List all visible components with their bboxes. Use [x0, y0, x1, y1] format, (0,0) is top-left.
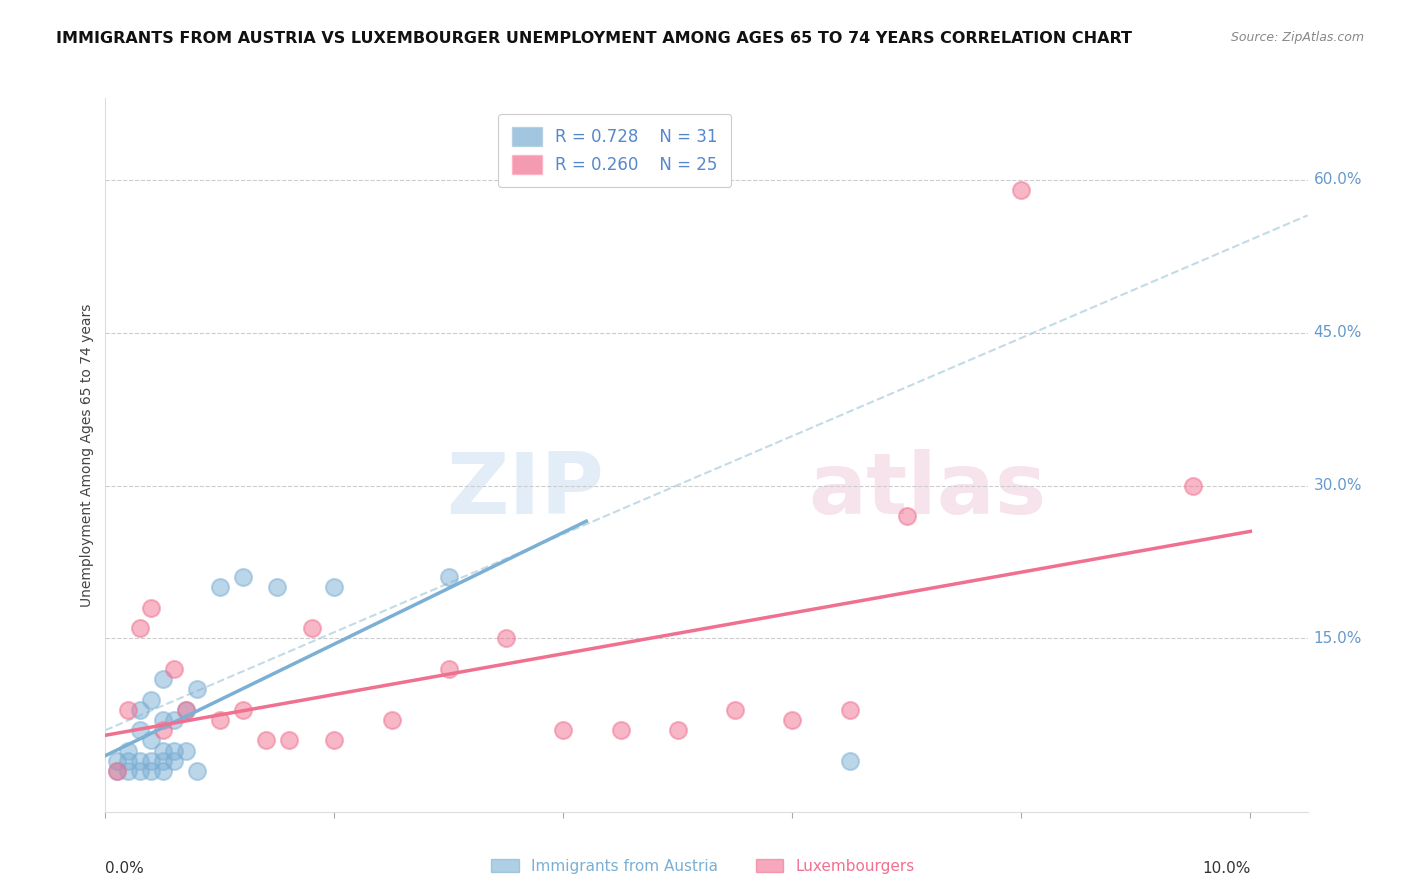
Text: 10.0%: 10.0%: [1202, 861, 1250, 876]
Point: [186, 682, 208, 697]
Point: [105, 764, 128, 778]
Point: [174, 703, 197, 717]
Point: [105, 754, 128, 768]
Point: [163, 662, 186, 676]
Point: [208, 581, 231, 595]
Point: [152, 743, 174, 757]
Point: [266, 581, 288, 595]
Point: [117, 703, 139, 717]
Point: [495, 632, 517, 646]
Point: [174, 703, 197, 717]
Text: 15.0%: 15.0%: [1313, 631, 1362, 646]
Point: [152, 723, 174, 738]
Point: [163, 743, 186, 757]
Point: [208, 713, 231, 727]
Text: IMMIGRANTS FROM AUSTRIA VS LUXEMBOURGER UNEMPLOYMENT AMONG AGES 65 TO 74 YEARS C: IMMIGRANTS FROM AUSTRIA VS LUXEMBOURGER …: [56, 31, 1132, 46]
Point: [141, 754, 163, 768]
Point: [277, 733, 299, 747]
Legend: Immigrants from Austria, Luxembourgers: Immigrants from Austria, Luxembourgers: [485, 853, 921, 880]
Point: [254, 733, 277, 747]
Text: 45.0%: 45.0%: [1313, 325, 1362, 340]
Point: [163, 754, 186, 768]
Point: [1182, 478, 1205, 492]
Point: [152, 764, 174, 778]
Point: [152, 754, 174, 768]
Point: [666, 723, 689, 738]
Point: [128, 621, 150, 635]
Point: [117, 743, 139, 757]
Text: Source: ZipAtlas.com: Source: ZipAtlas.com: [1230, 31, 1364, 45]
Point: [838, 703, 860, 717]
Point: [163, 713, 186, 727]
Point: [128, 764, 150, 778]
Text: 30.0%: 30.0%: [1313, 478, 1362, 493]
Legend: R = 0.728    N = 31, R = 0.260    N = 25: R = 0.728 N = 31, R = 0.260 N = 25: [499, 113, 731, 187]
Point: [141, 733, 163, 747]
Point: [437, 570, 460, 584]
Point: [553, 723, 575, 738]
Point: [117, 754, 139, 768]
Point: [724, 703, 747, 717]
Point: [128, 723, 150, 738]
Point: [186, 764, 208, 778]
Point: [141, 600, 163, 615]
Point: [128, 754, 150, 768]
Text: atlas: atlas: [808, 449, 1047, 533]
Point: [896, 509, 918, 524]
Point: [323, 581, 346, 595]
Point: [141, 692, 163, 706]
Point: [381, 713, 404, 727]
Point: [152, 713, 174, 727]
Point: [609, 723, 631, 738]
Point: [152, 672, 174, 686]
Point: [232, 570, 254, 584]
Point: [105, 764, 128, 778]
Point: [174, 743, 197, 757]
Text: ZIP: ZIP: [447, 449, 605, 533]
Point: [323, 733, 346, 747]
Point: [232, 703, 254, 717]
Point: [117, 764, 139, 778]
Point: [437, 662, 460, 676]
Point: [838, 754, 860, 768]
Point: [301, 621, 323, 635]
Point: [782, 713, 804, 727]
Point: [128, 703, 150, 717]
Point: [1010, 183, 1032, 197]
Y-axis label: Unemployment Among Ages 65 to 74 years: Unemployment Among Ages 65 to 74 years: [80, 303, 94, 607]
Text: 60.0%: 60.0%: [1313, 172, 1362, 187]
Text: 0.0%: 0.0%: [105, 861, 145, 876]
Point: [141, 764, 163, 778]
